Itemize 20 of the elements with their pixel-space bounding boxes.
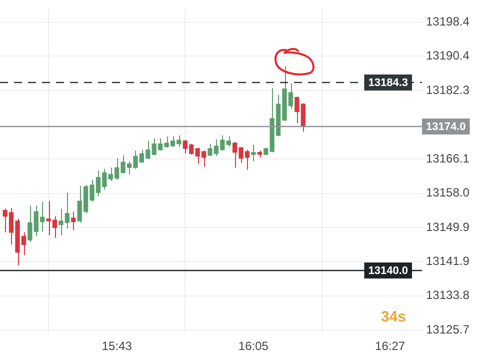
y-tick-label: 13133.8	[426, 288, 470, 302]
y-tick-label: 13190.4	[426, 48, 470, 63]
candlestick	[28, 205, 32, 242]
candlestick	[226, 136, 231, 148]
y-tick-label: 13149.9	[426, 220, 470, 234]
candlestick	[251, 144, 256, 162]
candlestick	[71, 211, 76, 231]
annotation: 34s	[380, 308, 406, 326]
y-tick-label: 13125.7	[426, 322, 470, 337]
y-tick-label: 13158.0	[426, 186, 470, 200]
x-tick-label: 15:43	[102, 339, 132, 354]
y-tick-label: 13141.9	[426, 254, 470, 268]
x-tick-label: 16:05	[238, 339, 269, 354]
y-tick-label: 13166.1	[426, 151, 470, 166]
ref-line-label: 13174.0	[426, 121, 466, 134]
ref-line-label: 13140.0	[368, 265, 408, 278]
ref-line-label: 13184.3	[368, 77, 408, 90]
x-tick-label: 16:27	[375, 339, 406, 354]
y-tick-label: 13182.3	[426, 82, 470, 97]
y-tick-label: 13198.4	[426, 14, 470, 29]
